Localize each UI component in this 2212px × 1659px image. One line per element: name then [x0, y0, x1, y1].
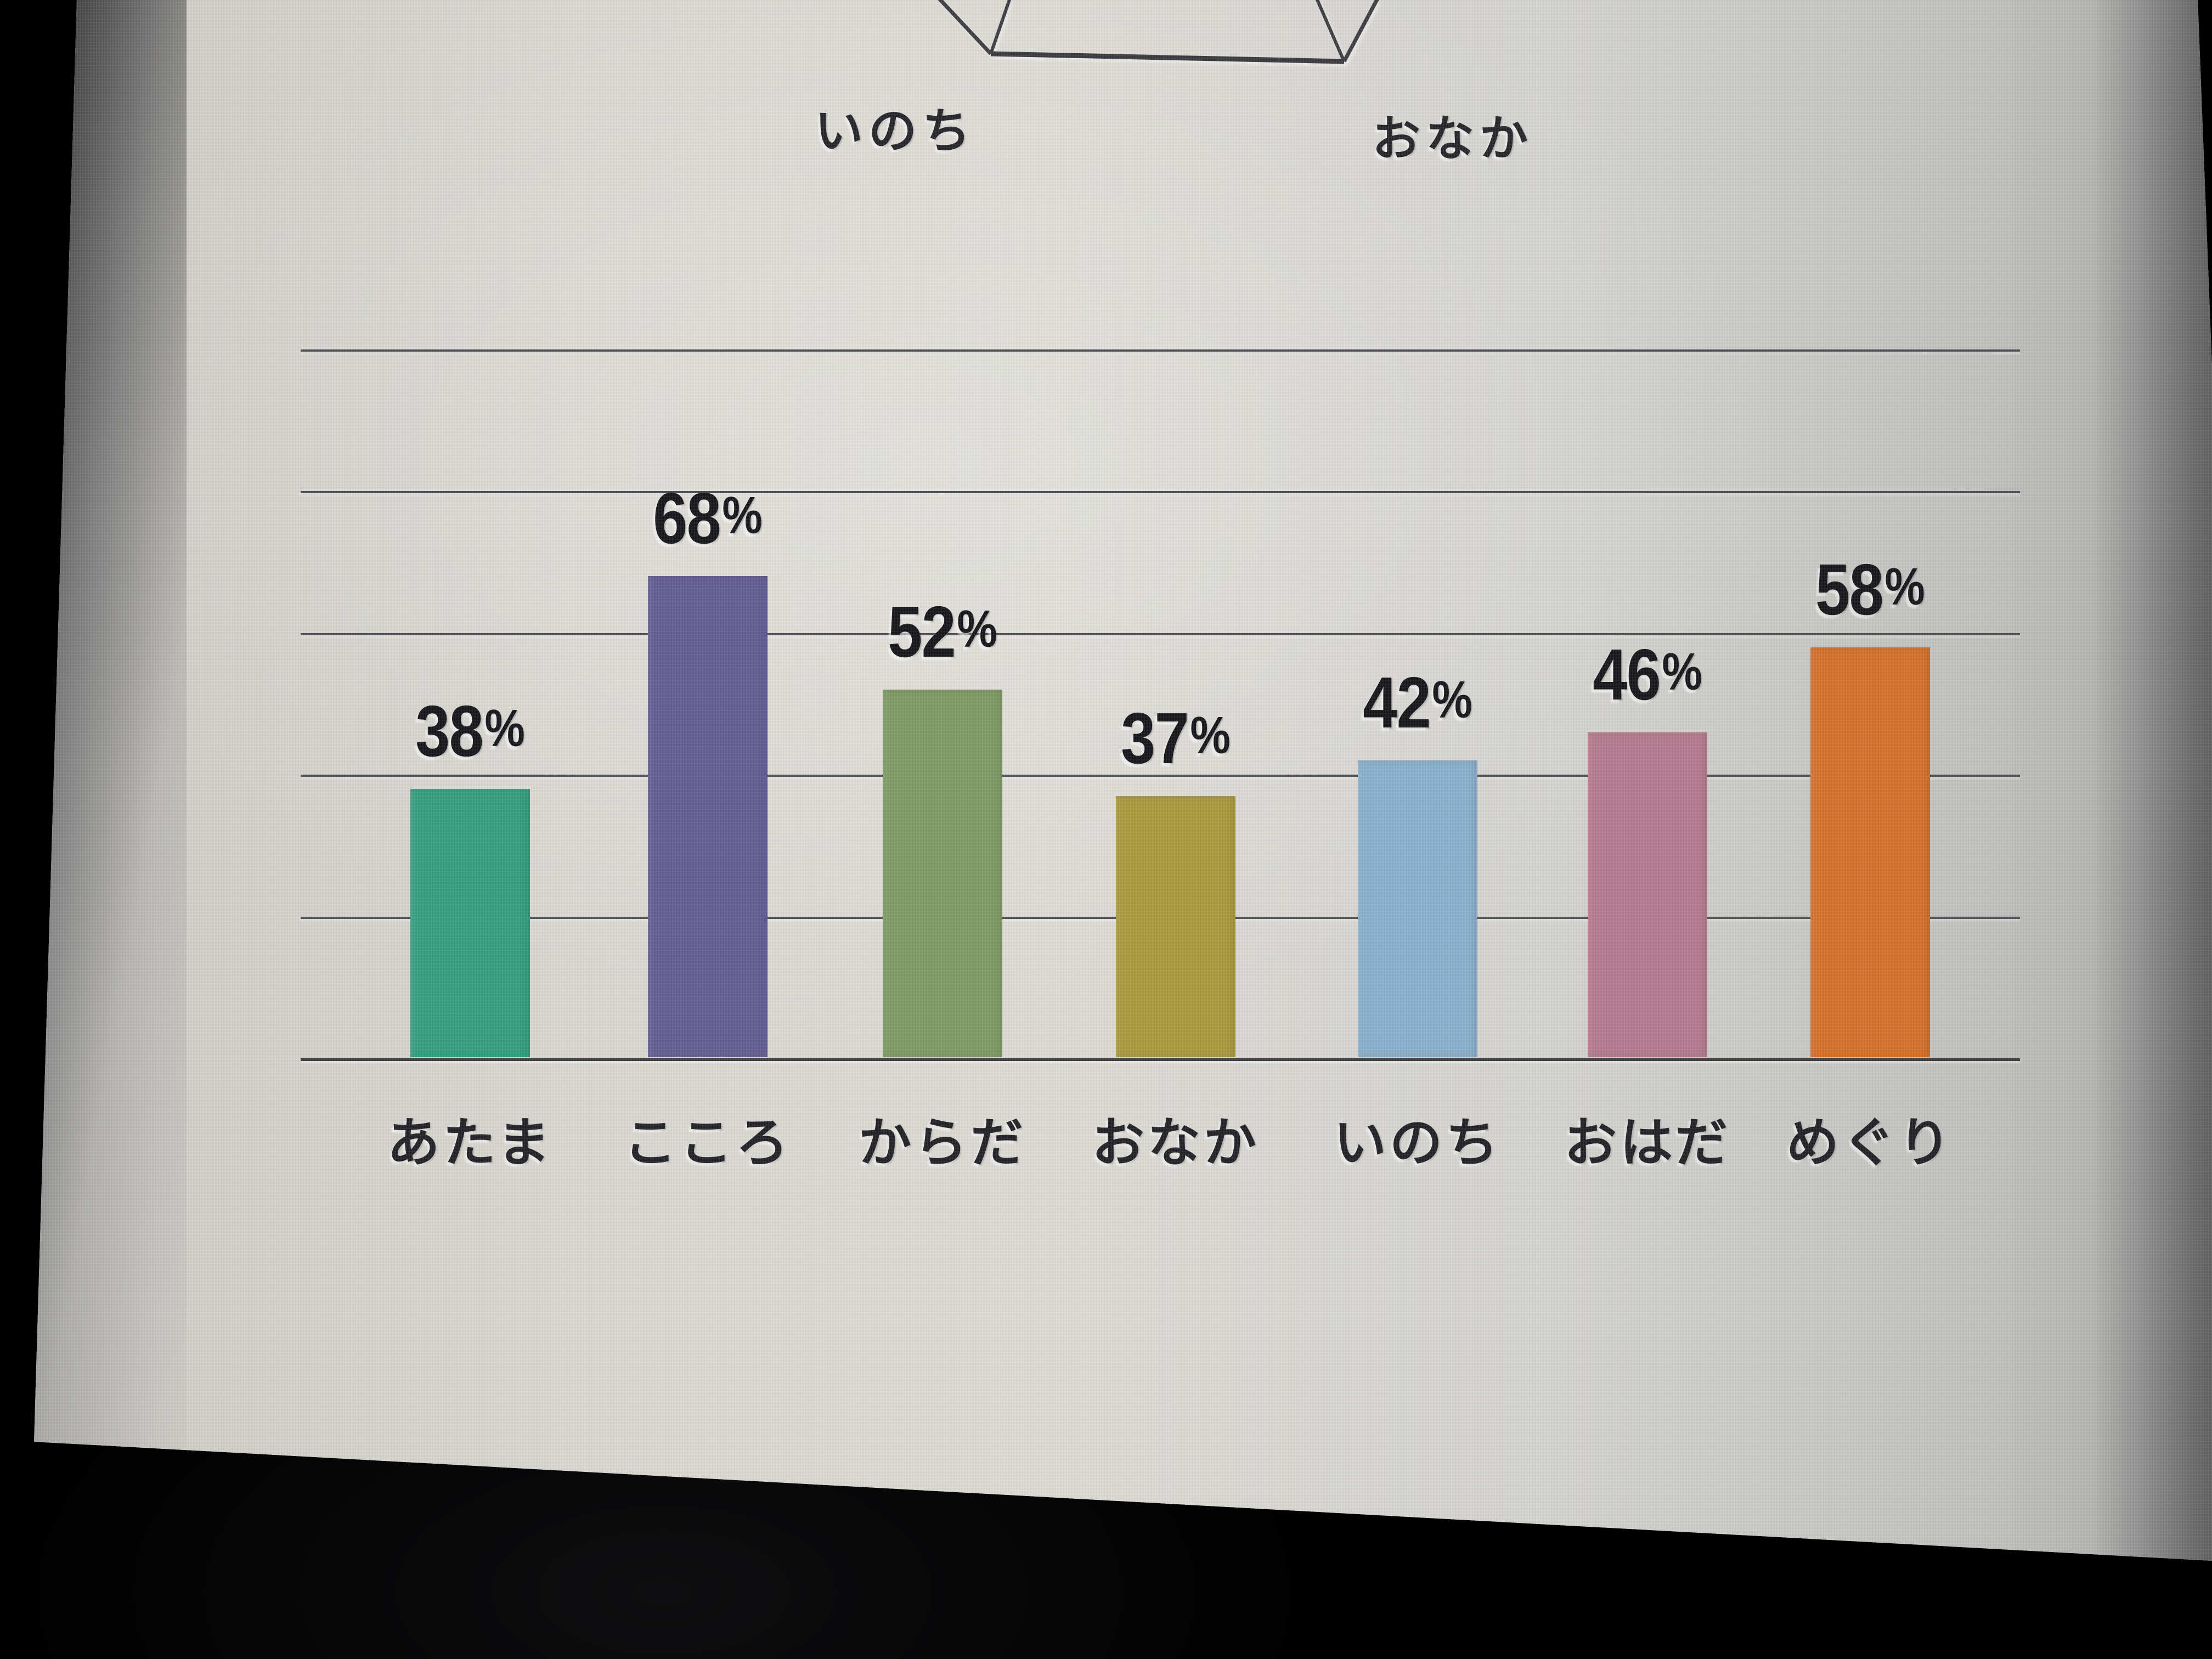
- bar-おなか: [1116, 796, 1235, 1057]
- value-number: 58: [1815, 549, 1884, 630]
- percent-sign: %: [1432, 670, 1472, 730]
- value-number: 42: [1363, 662, 1431, 743]
- percent-sign: %: [484, 699, 525, 758]
- bar-いのち: [1358, 760, 1477, 1057]
- radar-axis-label-inochi: いのち: [814, 103, 976, 159]
- value-number: 38: [415, 691, 484, 772]
- x-axis-label: からだ: [859, 1112, 1026, 1173]
- x-axis-label: おはだ: [1564, 1112, 1731, 1173]
- radar-chart-fragment: [933, 0, 1383, 64]
- value-label: 37%: [1034, 702, 1317, 775]
- percent-sign: %: [1884, 557, 1925, 617]
- bar-こころ: [648, 576, 768, 1057]
- value-label: 42%: [1276, 667, 1559, 739]
- gridline: [301, 491, 2020, 493]
- x-axis-label: めぐり: [1786, 1112, 1954, 1173]
- bar-あたま: [410, 789, 530, 1057]
- value-label: 46%: [1506, 639, 1789, 711]
- x-axis-label: あたま: [387, 1112, 554, 1173]
- percent-sign: %: [1190, 706, 1231, 765]
- value-label: 38%: [329, 695, 612, 768]
- radar-axis-label-onaka: おなか: [1372, 110, 1533, 167]
- value-number: 68: [653, 478, 721, 559]
- bar-おはだ: [1588, 732, 1707, 1057]
- percent-sign: %: [1662, 642, 1702, 702]
- percent-sign: %: [722, 486, 763, 545]
- gridline: [301, 349, 2020, 352]
- x-axis-line: [301, 1058, 2020, 1061]
- value-label: 68%: [566, 482, 849, 555]
- bar-めぐり: [1810, 647, 1930, 1057]
- value-number: 46: [1593, 634, 1661, 715]
- x-axis-label: こころ: [624, 1112, 792, 1173]
- value-number: 52: [888, 591, 956, 673]
- value-label: 58%: [1729, 554, 2012, 626]
- x-axis-label: おなか: [1092, 1112, 1260, 1173]
- value-number: 37: [1121, 698, 1189, 779]
- x-axis-label: いのち: [1334, 1112, 1502, 1173]
- gridline: [301, 633, 2020, 635]
- gridline: [301, 775, 2020, 777]
- bar-からだ: [883, 690, 1002, 1057]
- value-label: 52%: [801, 596, 1084, 668]
- percent-sign: %: [957, 600, 997, 659]
